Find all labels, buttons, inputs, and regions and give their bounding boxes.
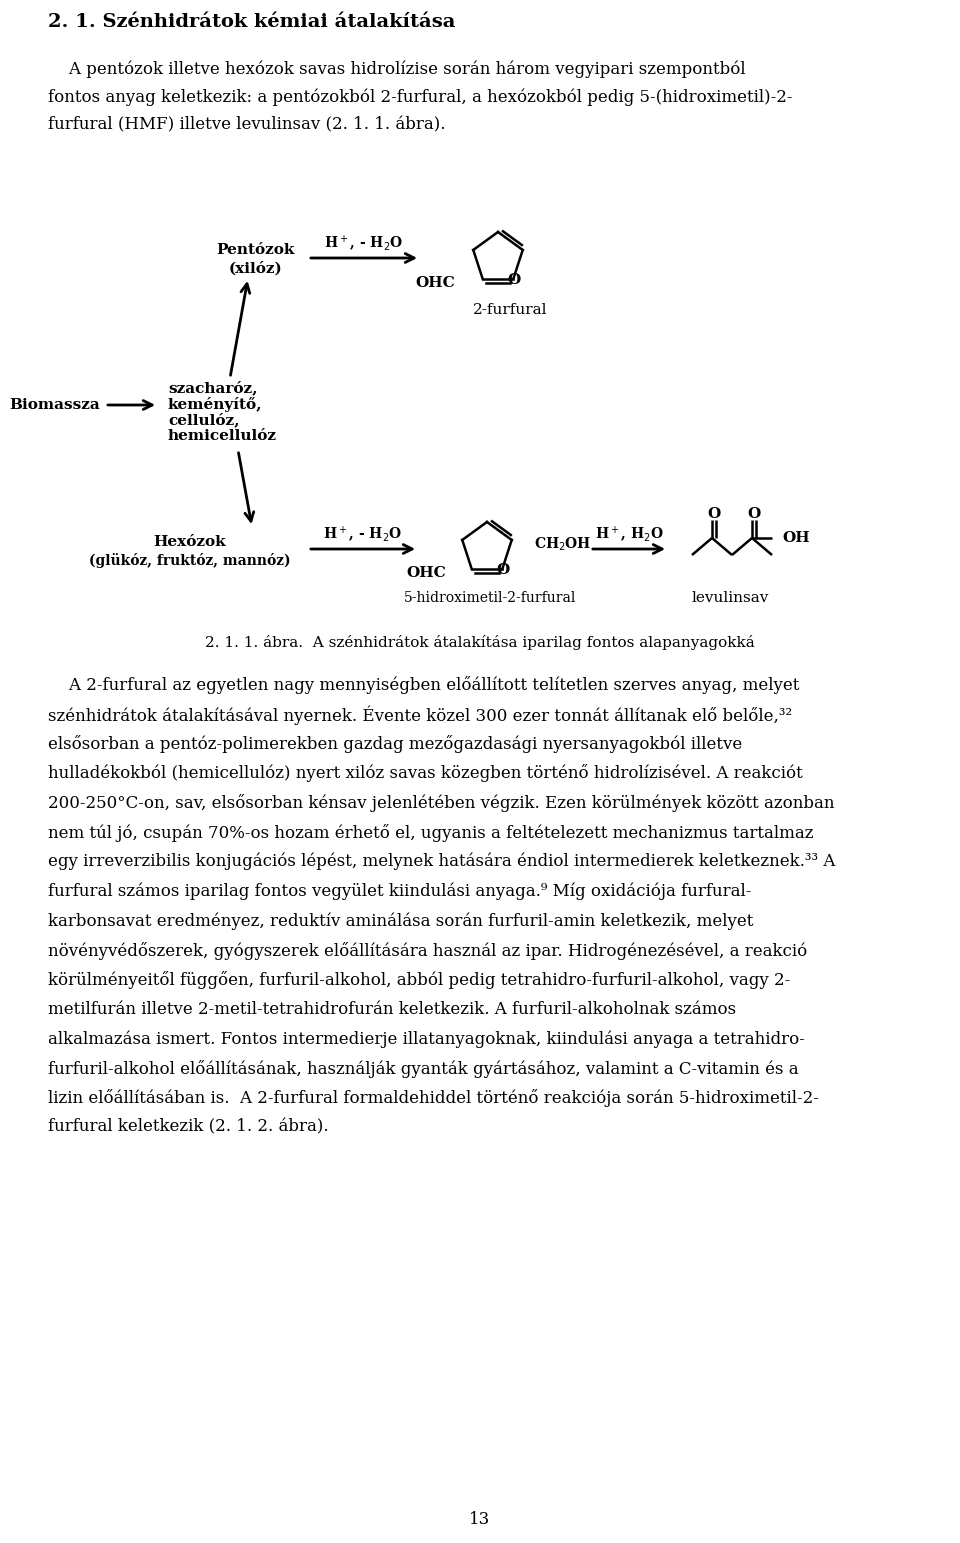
Text: O: O — [707, 508, 720, 522]
Text: 5-hidroximetil-2-furfural: 5-hidroximetil-2-furfural — [404, 591, 576, 605]
Text: H$^+$, H$_2$O: H$^+$, H$_2$O — [594, 525, 663, 545]
Text: (xilóz): (xilóz) — [228, 261, 282, 275]
Text: hulladékokból (hemicellulóz) nyert xilóz savas közegben történő hidrolízisével. : hulladékokból (hemicellulóz) nyert xilóz… — [48, 764, 803, 782]
Text: szénhidrátok átalakításával nyernek. Évente közel 300 ezer tonnát állítanak elő : szénhidrátok átalakításával nyernek. Éve… — [48, 705, 792, 725]
Text: cellulóz,: cellulóz, — [168, 412, 239, 427]
Text: egy irreverzibilis konjugációs lépést, melynek hatására éndiol intermedierek kel: egy irreverzibilis konjugációs lépést, m… — [48, 853, 835, 870]
Text: H$^+$, - H$_2$O: H$^+$, - H$_2$O — [324, 233, 403, 253]
Text: 13: 13 — [469, 1512, 491, 1529]
Text: karbonsavat eredményez, reduktív aminálása során furfuril-amin keletkezik, melye: karbonsavat eredményez, reduktív aminálá… — [48, 912, 754, 929]
Text: hemicellulóz: hemicellulóz — [168, 429, 277, 443]
Text: lizin előállításában is.  A 2-furfural formaldehiddel történő reakciója során 5-: lizin előállításában is. A 2-furfural fo… — [48, 1089, 819, 1106]
Text: Pentózok: Pentózok — [216, 242, 294, 258]
Text: furfural keletkezik (2. 1. 2. ábra).: furfural keletkezik (2. 1. 2. ábra). — [48, 1119, 328, 1136]
Text: A pentózok illetve hexózok savas hidrolízise során három vegyipari szempontból: A pentózok illetve hexózok savas hidrolí… — [48, 60, 746, 77]
Text: növényvédőszerek, gyógyszerek előállítására használ az ipar. Hidrogénezésével, a: növényvédőszerek, gyógyszerek előállítás… — [48, 941, 807, 960]
Text: fontos anyag keletkezik: a pentózokból 2-furfural, a hexózokból pedig 5-(hidroxi: fontos anyag keletkezik: a pentózokból 2… — [48, 88, 793, 105]
Text: szacharóz,: szacharóz, — [168, 381, 257, 395]
Text: elsősorban a pentóz-polimerekben gazdag mezőgazdasági nyersanyagokból illetve: elsősorban a pentóz-polimerekben gazdag … — [48, 734, 742, 753]
Text: körülményeitől függően, furfuril-alkohol, abból pedig tetrahidro-furfuril-alkoho: körülményeitől függően, furfuril-alkohol… — [48, 971, 790, 989]
Text: furfural (HMF) illetve levulinsav (2. 1. 1. ábra).: furfural (HMF) illetve levulinsav (2. 1.… — [48, 116, 445, 133]
Text: 2-furfural: 2-furfural — [472, 302, 547, 316]
Text: 200-250°C-on, sav, elsősorban kénsav jelenlétében végzik. Ezen körülmények közöt: 200-250°C-on, sav, elsősorban kénsav jel… — [48, 795, 834, 812]
Text: nem túl jó, csupán 70%-os hozam érhető el, ugyanis a feltételezett mechanizmus t: nem túl jó, csupán 70%-os hozam érhető e… — [48, 824, 813, 841]
Text: A 2-furfural az egyetlen nagy mennyiségben előállított telítetlen szerves anyag,: A 2-furfural az egyetlen nagy mennyiségb… — [48, 676, 800, 694]
Text: OH: OH — [782, 531, 809, 545]
Text: keményítő,: keményítő, — [168, 397, 262, 412]
Text: alkalmazása ismert. Fontos intermedierje illatanyagoknak, kiindulási anyaga a te: alkalmazása ismert. Fontos intermedierje… — [48, 1031, 804, 1048]
Text: O: O — [496, 563, 510, 577]
Text: O: O — [508, 273, 521, 287]
Text: 2. 1. 1. ábra.  A szénhidrátok átalakítása iparilag fontos alapanyagokká: 2. 1. 1. ábra. A szénhidrátok átalakítás… — [205, 636, 755, 651]
Text: OHC: OHC — [406, 566, 445, 580]
Text: metilfurán illetve 2-metil-tetrahidrofurán keletkezik. A furfuril-alkoholnak szá: metilfurán illetve 2-metil-tetrahidrofur… — [48, 1000, 736, 1017]
Text: levulinsav: levulinsav — [691, 591, 769, 605]
Text: Hexózok: Hexózok — [154, 535, 227, 549]
Text: H$^+$, - H$_2$O: H$^+$, - H$_2$O — [324, 525, 402, 545]
Text: CH$_2$OH: CH$_2$OH — [534, 535, 591, 552]
Text: OHC: OHC — [415, 276, 455, 290]
Text: furfuril-alkohol előállításának, használják gyanták gyártásához, valamint a C-vi: furfuril-alkohol előállításának, használ… — [48, 1060, 799, 1077]
Text: O: O — [747, 508, 760, 522]
Text: Biomassza: Biomassza — [10, 398, 101, 412]
Text: 2. 1. Szénhidrátok kémiai átalakítása: 2. 1. Szénhidrátok kémiai átalakítása — [48, 12, 455, 31]
Text: furfural számos iparilag fontos vegyület kiindulási anyaga.⁹ Míg oxidációja furf: furfural számos iparilag fontos vegyület… — [48, 883, 752, 900]
Text: (glükóz, fruktóz, mannóz): (glükóz, fruktóz, mannóz) — [89, 552, 291, 568]
